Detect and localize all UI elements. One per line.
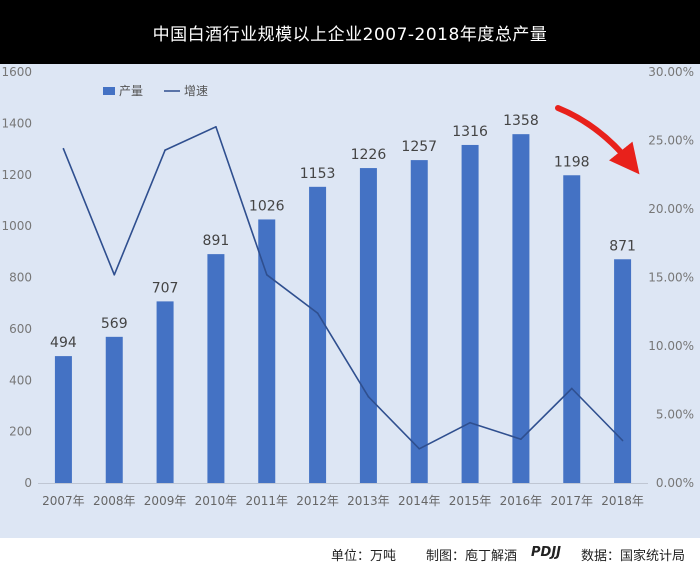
bar bbox=[461, 144, 479, 483]
x-tick-label: 2012年 bbox=[296, 494, 339, 508]
growth-point bbox=[367, 395, 370, 398]
x-tick-label: 2014年 bbox=[398, 494, 441, 508]
y-tick-label: 600 bbox=[9, 322, 32, 336]
y-tick-label: 1200 bbox=[1, 168, 32, 182]
y-tick-label: 400 bbox=[9, 373, 32, 387]
x-tick-label: 2011年 bbox=[245, 494, 288, 508]
bar-data-label: 1257 bbox=[401, 139, 437, 155]
growth-point bbox=[316, 312, 319, 314]
bar-data-label: 1358 bbox=[503, 113, 539, 129]
bar bbox=[614, 259, 632, 483]
bar-data-label: 1316 bbox=[452, 124, 488, 140]
x-tick-label: 2013年 bbox=[347, 494, 390, 508]
footer: 单位：万吨 制图： 庖丁解酒 PDJJ 数据：国家统计局 bbox=[0, 538, 700, 568]
y2-tick-label: 10.00% bbox=[648, 339, 694, 353]
footer-source: 数据：国家统计局 bbox=[581, 549, 686, 564]
growth-point bbox=[469, 421, 471, 424]
y-tick-label: 1400 bbox=[1, 116, 32, 130]
bar bbox=[512, 134, 530, 483]
bar bbox=[309, 186, 327, 483]
bar-data-label: 871 bbox=[609, 238, 636, 254]
footer-brand-logo: PDJJ bbox=[531, 545, 561, 560]
chart: 0 200 400 600 800 1000 1200 1400 1600 0.00% 5.00%… bbox=[1, 65, 694, 508]
bar-data-label: 1153 bbox=[300, 166, 336, 182]
y-axis-left: 0 200 400 600 800 1000 1200 1400 1600 bbox=[1, 65, 32, 490]
bar bbox=[563, 175, 581, 484]
y2-tick-label: 5.00% bbox=[656, 408, 694, 422]
bar bbox=[54, 356, 72, 483]
y2-tick-label: 0.00% bbox=[656, 476, 694, 490]
y-tick-label: 0 bbox=[24, 476, 32, 490]
y-tick-label: 1000 bbox=[1, 219, 32, 233]
bar bbox=[410, 160, 428, 483]
bar bbox=[156, 301, 174, 483]
bar-data-label: 569 bbox=[101, 316, 128, 332]
bar-data-labels: 494 569 707 891 1026 1153 1226 1257 1316 1358 1198… bbox=[50, 113, 636, 351]
growth-point bbox=[621, 439, 624, 442]
growth-point bbox=[570, 387, 573, 390]
x-tick-label: 2007年 bbox=[42, 494, 85, 508]
chart-title: 中国白酒行业规模以上企业2007-2018年度总产量 bbox=[152, 24, 548, 45]
growth-point bbox=[520, 438, 522, 440]
growth-point bbox=[215, 126, 217, 128]
y-tick-label: 800 bbox=[9, 271, 32, 285]
x-tick-label: 2009年 bbox=[144, 494, 187, 508]
bar bbox=[359, 168, 377, 484]
x-tick-label: 2017年 bbox=[550, 494, 593, 508]
bar bbox=[207, 254, 225, 483]
legend-swatch-bar bbox=[103, 87, 115, 95]
growth-point bbox=[265, 273, 268, 276]
y2-tick-label: 15.00% bbox=[648, 271, 694, 285]
bar-data-label: 891 bbox=[203, 233, 230, 249]
legend-label-bar: 产量 bbox=[119, 84, 143, 98]
growth-point bbox=[62, 147, 65, 150]
legend-label-line: 增速 bbox=[184, 84, 208, 98]
footer-maker-name: 庖丁解酒 bbox=[465, 549, 518, 564]
bar bbox=[258, 219, 276, 484]
y-tick-label: 200 bbox=[9, 425, 32, 439]
x-tick-label: 2018年 bbox=[601, 494, 644, 508]
growth-point bbox=[113, 273, 116, 276]
red-arrow-annotation bbox=[555, 105, 640, 175]
legend: 产量 增速 bbox=[103, 84, 208, 98]
growth-point bbox=[418, 447, 421, 450]
x-axis: 2007年 2008年 2009年 2010年 2011年 2012年 2013年 2014年… bbox=[38, 483, 648, 508]
bar-data-label: 1226 bbox=[351, 147, 387, 163]
y2-tick-label: 30.00% bbox=[648, 65, 694, 79]
x-tick-label: 2016年 bbox=[500, 494, 543, 508]
title-bar: 中国白酒行业规模以上企业2007-2018年度总产量 bbox=[0, 0, 700, 64]
y2-tick-label: 25.00% bbox=[648, 134, 694, 148]
y-tick-label: 1600 bbox=[1, 65, 32, 79]
x-tick-label: 2008年 bbox=[93, 494, 136, 508]
x-tick-label: 2010年 bbox=[195, 494, 238, 508]
y-axis-right: 0.00% 5.00% 10.00% 15.00% 20.00% 25.00% 30.00% bbox=[648, 65, 694, 490]
x-tick-label: 2015年 bbox=[449, 494, 492, 508]
red-arrow-icon bbox=[555, 105, 640, 175]
y2-tick-label: 20.00% bbox=[648, 202, 694, 216]
bar bbox=[105, 336, 123, 483]
growth-point bbox=[164, 149, 166, 151]
bar-data-label: 1026 bbox=[249, 198, 285, 214]
growth-line bbox=[62, 126, 624, 450]
bar-series bbox=[54, 134, 632, 484]
line-series bbox=[62, 126, 624, 450]
footer-unit: 单位：万吨 bbox=[331, 549, 397, 564]
footer-maker-prefix: 制图： bbox=[426, 549, 466, 564]
bar-data-label: 707 bbox=[152, 280, 179, 296]
bar-data-label: 1198 bbox=[554, 154, 590, 170]
bar-data-label: 494 bbox=[50, 335, 77, 351]
